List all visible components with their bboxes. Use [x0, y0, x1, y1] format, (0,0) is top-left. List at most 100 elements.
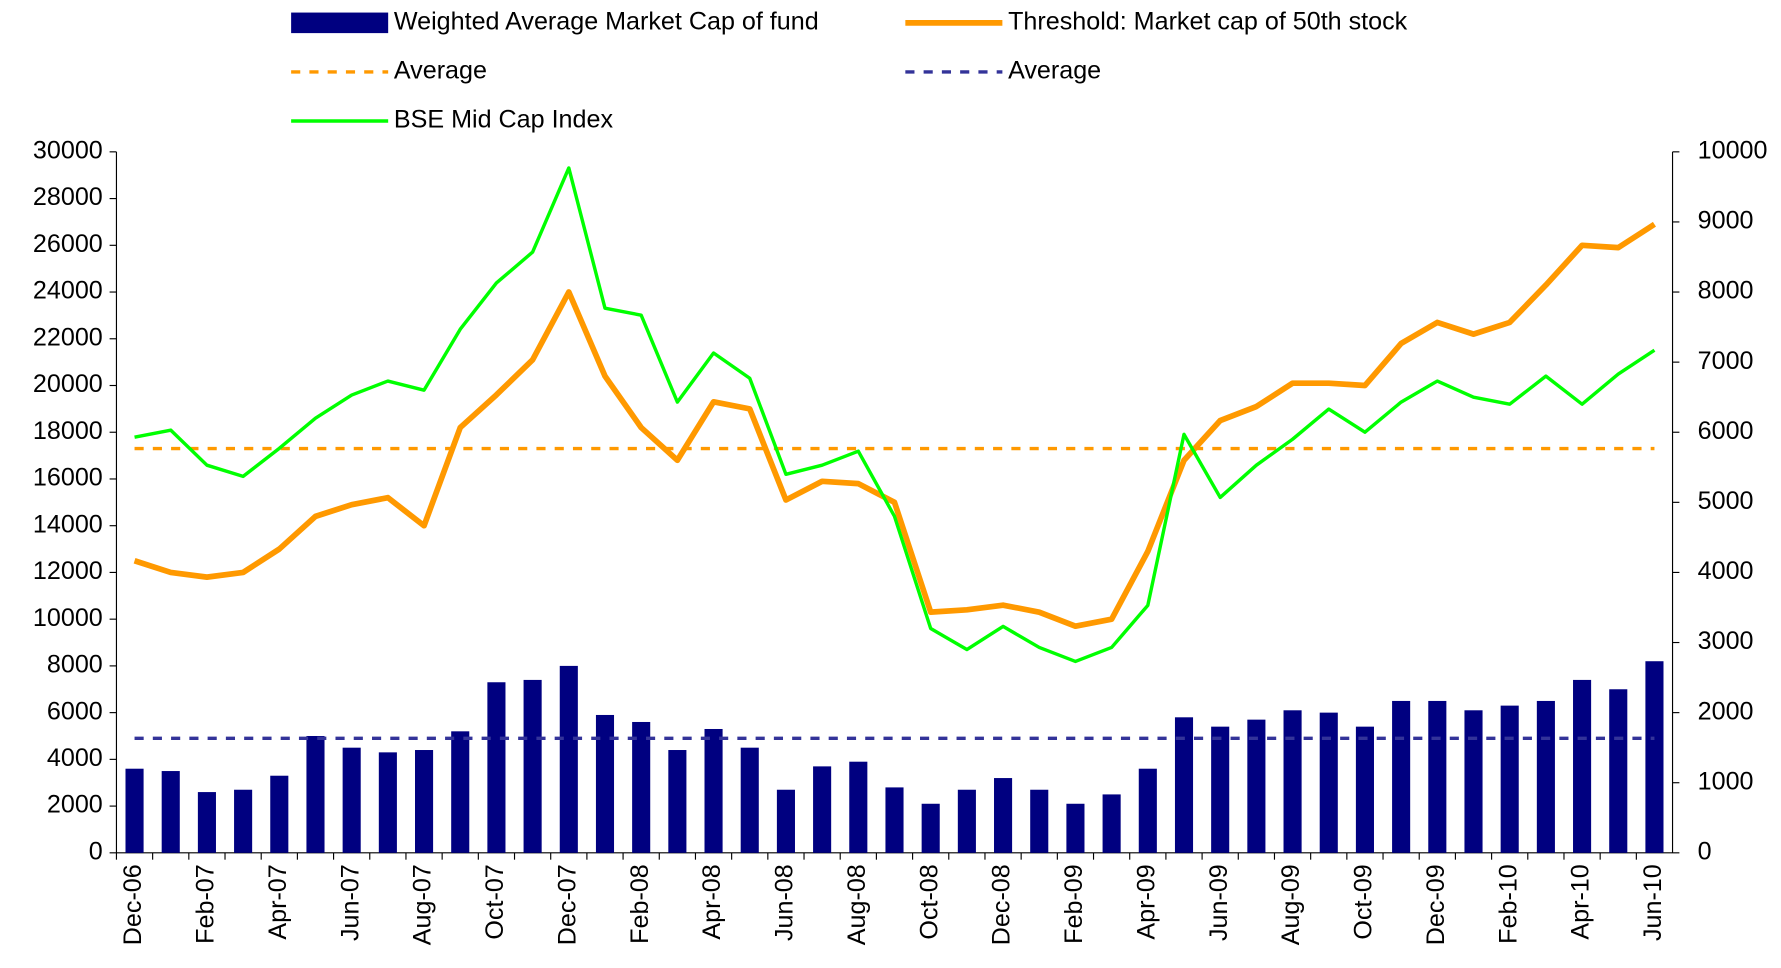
x-tick-label: Aug-09	[1277, 864, 1305, 945]
y2-tick-label: 10000	[1698, 136, 1768, 164]
x-tick-label: Apr-08	[698, 864, 726, 939]
y-tick-label: 12000	[33, 557, 103, 585]
bar	[1464, 710, 1483, 853]
y-tick-label: 14000	[33, 510, 103, 538]
bar	[1573, 679, 1592, 853]
y2-tick-label: 4000	[1698, 557, 1754, 585]
legend-label: Average	[1008, 57, 1101, 85]
x-tick-label: Oct-08	[915, 864, 943, 939]
bar	[234, 789, 253, 853]
bar	[1066, 803, 1085, 853]
bar	[595, 714, 615, 853]
x-tick-label: Dec-06	[119, 864, 147, 945]
bar	[1174, 717, 1194, 853]
bar	[1283, 710, 1302, 853]
bar	[994, 778, 1013, 853]
bar	[559, 665, 578, 853]
bar	[451, 731, 470, 853]
bar	[1645, 661, 1664, 853]
x-tick-label: Aug-08	[843, 864, 871, 945]
bar	[1355, 726, 1374, 853]
y2-tick-label: 3000	[1698, 627, 1754, 655]
y-tick-label: 2000	[47, 791, 103, 819]
y-tick-label: 28000	[33, 183, 103, 211]
y-tick-label: 6000	[47, 697, 103, 725]
bar	[306, 735, 325, 853]
bar	[1211, 726, 1230, 853]
bar	[270, 775, 289, 853]
legend-label: Threshold: Market cap of 50th stock	[1008, 7, 1408, 35]
y-tick-label: 18000	[33, 417, 103, 445]
x-tick-label: Apr-10	[1567, 864, 1595, 939]
bar	[740, 747, 759, 853]
bar	[487, 682, 506, 853]
x-tick-label: Apr-07	[264, 864, 292, 939]
x-tick-label: Feb-10	[1494, 864, 1522, 944]
x-tick-label: Jun-10	[1639, 864, 1667, 941]
bar	[668, 750, 687, 853]
bar	[523, 679, 542, 853]
y2-tick-label: 6000	[1698, 417, 1754, 445]
y-tick-label: 20000	[33, 370, 103, 398]
x-tick-label: Dec-09	[1422, 864, 1450, 945]
y2-tick-label: 8000	[1698, 277, 1754, 305]
y-tick-label: 10000	[33, 604, 103, 632]
x-tick-label: Dec-07	[553, 864, 581, 945]
line	[133, 221, 1656, 630]
y-tick-label: 4000	[47, 744, 103, 772]
y2-tick-label: 0	[1698, 837, 1712, 865]
x-tick-label: Jun-09	[1205, 864, 1233, 941]
bar	[1138, 768, 1157, 853]
x-tick-label: Feb-09	[1060, 864, 1088, 944]
y2-tick-label: 9000	[1698, 207, 1754, 235]
bar	[704, 728, 723, 853]
bar	[1102, 794, 1121, 853]
x-tick-label: Jun-08	[771, 864, 799, 941]
bar	[1030, 789, 1049, 853]
y2-tick-label: 2000	[1698, 697, 1754, 725]
y-tick-label: 26000	[33, 230, 103, 258]
y2-tick-label: 5000	[1698, 487, 1754, 515]
bar	[378, 752, 397, 853]
x-tick-label: Jun-07	[336, 864, 364, 941]
bar	[197, 792, 216, 853]
bar	[415, 750, 434, 853]
x-tick-label: Apr-09	[1132, 864, 1160, 939]
bar	[1536, 700, 1555, 853]
bar	[1392, 700, 1411, 853]
y-tick-label: 24000	[33, 277, 103, 305]
y-tick-label: 0	[89, 837, 103, 865]
x-tick-label: Feb-08	[626, 864, 654, 944]
x-tick-label: Oct-09	[1350, 864, 1378, 939]
y-tick-label: 30000	[33, 136, 103, 164]
bar	[849, 761, 868, 853]
y2-tick-label: 7000	[1698, 347, 1754, 375]
x-tick-label: Dec-08	[988, 864, 1016, 945]
y2-tick-label: 1000	[1698, 767, 1754, 795]
x-tick-label: Feb-07	[192, 864, 220, 944]
bar	[632, 721, 651, 853]
bar	[921, 803, 940, 853]
bar	[813, 766, 832, 853]
bar	[1319, 712, 1338, 853]
x-tick-label: Aug-07	[409, 864, 437, 945]
bar	[161, 771, 180, 853]
bar	[776, 789, 795, 853]
legend-label: Average	[394, 57, 487, 85]
bar	[342, 747, 361, 853]
legend-label: Weighted Average Market Cap of fund	[394, 7, 819, 35]
line	[134, 166, 1656, 664]
y-tick-label: 16000	[33, 464, 103, 492]
legend-swatch	[291, 12, 389, 34]
bar	[125, 768, 144, 853]
bar	[957, 789, 976, 853]
bar	[1428, 700, 1447, 853]
y-tick-label: 22000	[33, 323, 103, 351]
bar	[1609, 689, 1628, 853]
bar	[1500, 705, 1519, 853]
bar	[1247, 719, 1266, 853]
bar	[885, 787, 904, 853]
x-tick-label: Oct-07	[481, 864, 509, 939]
